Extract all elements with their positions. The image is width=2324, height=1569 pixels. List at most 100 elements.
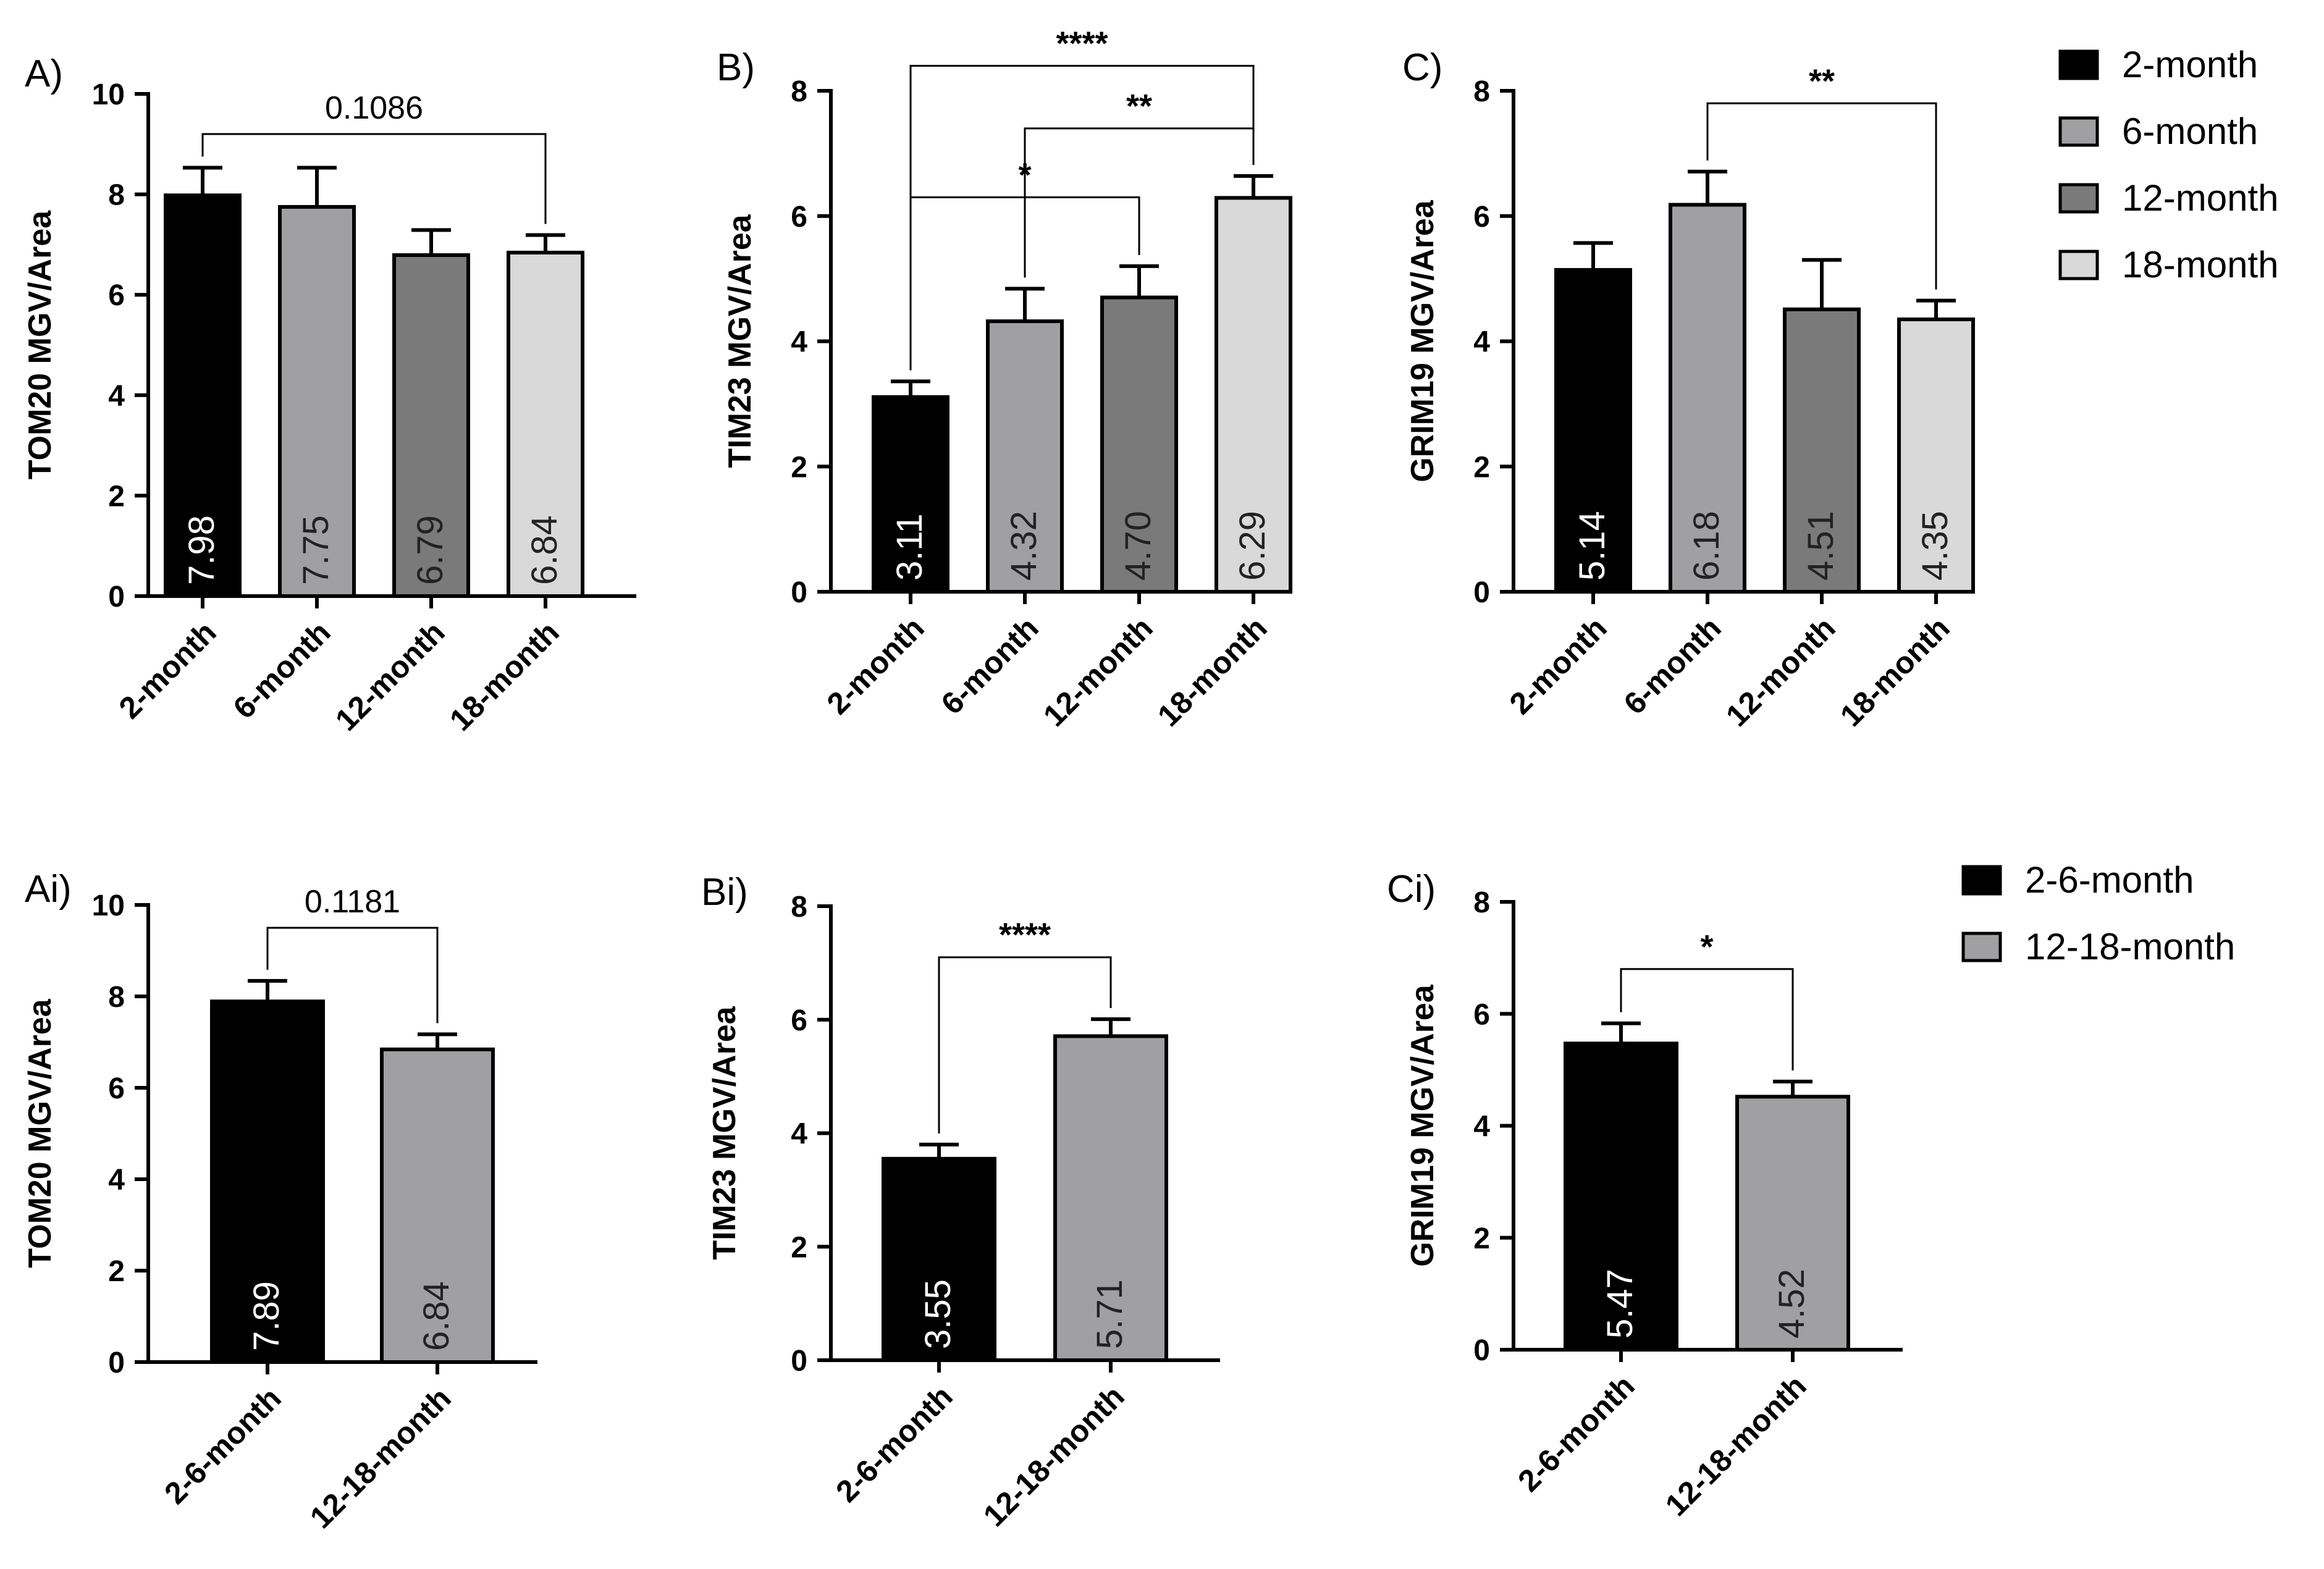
chart-panel-0: A) 0 2 4 6 8 10 TOM20 MGV/Area 7.98 2-month 7.75 6-… [22,53,636,738]
bar-value-label: 7.75 [296,515,336,585]
bar-value-label: 6.79 [410,515,450,585]
x-tick-label: 12-month [329,615,452,738]
panel-label: B) [717,46,755,89]
legend-swatch [1961,932,2002,962]
significance-label: * [1700,928,1713,965]
bar [507,250,584,598]
y-tick-label: 0 [791,576,807,609]
bar-value-label: 4.70 [1118,511,1158,581]
bar [986,319,1064,594]
y-tick-label: 6 [108,279,125,312]
bar [1053,1034,1168,1363]
bar-value-label: 6.29 [1232,511,1273,581]
panel-label: Ai) [25,868,72,911]
y-tick-label: 6 [1473,201,1490,233]
y-tick-label: 2 [1473,451,1490,484]
y-tick-label: 4 [108,1164,125,1197]
significance-bracket [1706,102,1937,290]
y-tick-label: 8 [1473,75,1490,108]
bar-value-label: 4.35 [1915,511,1955,581]
y-tick-label: 6 [791,1004,807,1037]
y-tick-label: 6 [108,1072,125,1105]
x-tick-label: 2-6-month [158,1381,287,1510]
x-tick-label: 2-month [820,610,931,721]
bar [1735,1095,1850,1352]
bar-value-label: 5.71 [1090,1279,1130,1349]
bar-value-label: 3.55 [918,1279,958,1349]
panel-label: Bi) [701,871,748,914]
x-tick-label: 12-month [1719,610,1842,733]
significance-label: 0.1181 [305,884,400,920]
significance-label: **** [1056,25,1108,62]
y-axis-title: GRIM19 MGV/Area [1405,200,1441,482]
y-tick-label: 0 [1473,576,1490,609]
y-tick-label: 4 [791,326,807,359]
legend-label: 2-month [2122,44,2258,85]
x-tick-label: 6-month [935,610,1045,721]
significance-label: ** [1126,88,1152,125]
significance-bracket [266,927,439,1024]
legend-swatch [2058,116,2099,147]
significance-label: **** [999,917,1051,954]
significance-bracket [909,64,1255,371]
y-tick-label: 0 [108,1347,125,1379]
bar-value-label: 4.32 [1004,511,1044,581]
x-tick-label: 6-month [227,615,337,725]
y-tick-label: 2 [108,1255,125,1288]
y-tick-label: 0 [791,1345,807,1378]
legend-label: 6-month [2122,111,2258,152]
x-tick-label: 2-6-month [829,1379,959,1508]
y-tick-label: 2 [1473,1222,1490,1255]
bar [1564,1041,1678,1352]
legend-label: 12-18-month [2025,926,2235,967]
x-tick-label: 2-month [112,615,223,725]
bar-value-label: 7.98 [182,515,222,585]
y-tick-label: 4 [1473,1111,1490,1143]
y-tick-label: 6 [1473,998,1490,1031]
x-tick-label: 12-month [1037,610,1160,733]
y-tick-label: 4 [108,380,125,413]
panel-label: Ci) [1387,868,1436,911]
legend-label: 12-month [2122,177,2278,219]
y-tick-label: 2 [791,451,807,484]
significance-bracket [909,196,1140,371]
y-tick-label: 8 [791,891,807,923]
legend-swatch [2058,250,2099,280]
bar-value-label: 6.84 [524,515,565,585]
significance-label: ** [1809,62,1835,99]
bar-value-label: 5.14 [1572,511,1612,581]
y-tick-label: 4 [1473,326,1490,359]
y-tick-label: 6 [791,201,807,233]
bar [380,1047,495,1364]
bar-value-label: 6.18 [1686,511,1727,581]
legend-label: 2-6-month [2025,859,2194,901]
legend-swatch [2058,49,2099,80]
bar-value-label: 3.11 [890,513,930,581]
legend-1: 2-6-month 12-18-month [1961,859,2235,967]
y-tick-label: 8 [1473,886,1490,919]
x-tick-label: 12-18-month [1659,1368,1813,1523]
bar-value-label: 4.51 [1801,511,1841,581]
x-tick-label: 6-month [1617,610,1728,721]
chart-panel-2: C) 0 2 4 6 8 GRIM19 MGV/Area 5.14 2-month 6.18 6-m… [1402,46,1975,733]
y-tick-label: 8 [108,179,125,212]
bar [164,193,242,598]
y-axis-title: GRIM19 MGV/Area [1405,984,1441,1267]
bar-value-label: 4.52 [1772,1269,1812,1339]
y-tick-label: 8 [791,75,807,108]
y-tick-label: 2 [791,1231,807,1264]
panel-label: C) [1402,46,1442,89]
x-tick-label: 12-18-month [977,1379,1131,1533]
panel-label: A) [25,53,63,95]
y-axis-title: TIM23 MGV/Area [722,214,758,468]
y-axis-title: TOM20 MGV/Area [22,998,58,1268]
bar-value-label: 6.84 [416,1281,457,1351]
significance-bracket [201,133,547,224]
x-tick-label: 2-month [1503,610,1614,721]
y-tick-label: 10 [92,890,125,922]
x-tick-label: 2-6-month [1511,1368,1641,1498]
chart-panel-3: Ai) 0 2 4 6 8 10 TOM20 MGV/Area 7.89 2-6-month 6.8… [22,868,537,1535]
y-tick-label: 8 [108,981,125,1014]
significance-bracket [938,956,1112,1134]
bar-value-label: 7.89 [246,1281,287,1351]
